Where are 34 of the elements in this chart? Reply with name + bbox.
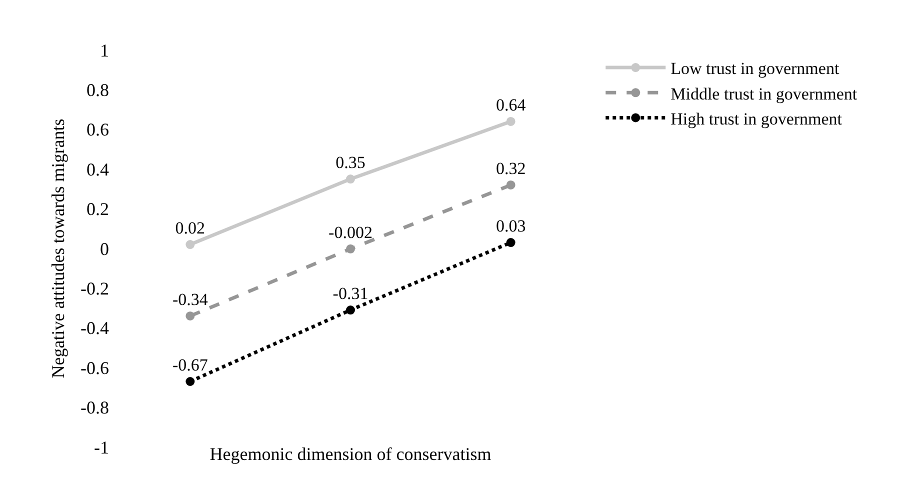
point [506,180,516,190]
point [506,238,516,248]
y-tick-label: -1 [94,437,109,458]
point [186,377,195,386]
legend-label: Low trust in government [670,59,840,78]
y-tick-label: 0.6 [86,120,109,140]
point [506,116,516,126]
data-label: -0.31 [332,284,368,304]
data-label: -0.002 [328,223,372,242]
point [186,311,195,320]
point [346,306,355,315]
data-label: -0.67 [172,356,208,375]
x-axis-title: Hegemonic dimension of conservatism [210,444,492,464]
y-tick-label: -0.4 [80,318,109,338]
y-tick-label: 1 [100,40,109,60]
point [186,240,195,250]
data-label: 0.02 [175,218,206,238]
data-label: -0.34 [172,290,208,310]
data-label: 0.35 [336,153,366,172]
point [346,174,355,184]
y-tick-label: 0.8 [86,80,109,100]
y-tick-label: -0.6 [80,358,109,378]
y-tick-label: 0.2 [86,199,109,220]
y-axis-title: Negative attitudes towards migrants [48,118,68,378]
y-tick-label: -0.2 [80,278,109,298]
y-tick-label: -0.8 [80,398,109,418]
data-label: 0.03 [496,216,526,236]
y-tick-label: 0 [100,238,109,259]
point [346,244,355,254]
data-label: 0.64 [496,96,526,115]
legend-label: Middle trust in government [670,84,858,104]
data-label: 0.32 [496,159,526,178]
y-tick-label: 0.4 [86,159,109,180]
legend-label: High trust in government [670,109,842,128]
